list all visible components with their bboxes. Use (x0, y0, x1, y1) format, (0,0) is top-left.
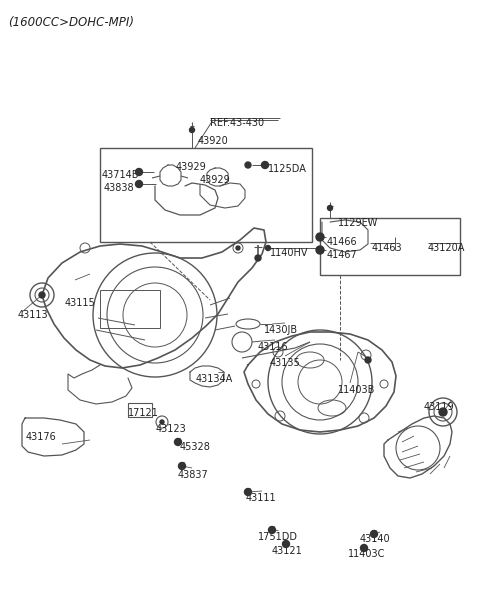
Text: 43120A: 43120A (428, 243, 466, 253)
Bar (320, 218, 460, 275)
Text: 11403C: 11403C (348, 549, 385, 559)
Circle shape (135, 180, 143, 187)
Circle shape (255, 255, 261, 261)
Text: 43111: 43111 (246, 493, 276, 503)
Circle shape (244, 488, 252, 495)
Circle shape (371, 531, 377, 538)
Text: 41467: 41467 (327, 250, 358, 260)
Circle shape (190, 127, 194, 133)
Circle shape (365, 357, 371, 363)
Circle shape (316, 233, 324, 241)
Circle shape (439, 408, 447, 416)
Text: 43176: 43176 (26, 432, 57, 442)
Text: 43838: 43838 (104, 183, 134, 193)
Text: 43116: 43116 (258, 342, 288, 352)
Bar (100, 148, 312, 242)
Text: 17121: 17121 (128, 408, 159, 418)
Bar (100, 290, 160, 328)
Circle shape (245, 162, 251, 168)
Circle shape (283, 541, 289, 548)
Text: 43140: 43140 (360, 534, 391, 544)
Text: 43929: 43929 (200, 175, 231, 185)
Text: 41466: 41466 (327, 237, 358, 247)
Circle shape (316, 246, 324, 254)
Text: 11403B: 11403B (338, 385, 375, 395)
Text: 43837: 43837 (178, 470, 209, 480)
Text: 43115: 43115 (65, 298, 96, 308)
Circle shape (160, 420, 164, 424)
Text: 43929: 43929 (176, 162, 207, 172)
Circle shape (268, 527, 276, 534)
Text: 43134A: 43134A (196, 374, 233, 384)
Circle shape (39, 292, 45, 298)
Text: 43119: 43119 (424, 402, 455, 412)
Circle shape (236, 246, 240, 250)
Text: 43123: 43123 (156, 424, 187, 434)
Text: 41463: 41463 (372, 243, 403, 253)
Text: 43920: 43920 (198, 136, 229, 146)
Text: REF.43-430: REF.43-430 (210, 118, 264, 128)
Circle shape (360, 544, 368, 551)
Text: 1430JB: 1430JB (264, 325, 298, 335)
Text: 1125DA: 1125DA (268, 164, 307, 174)
Circle shape (179, 462, 185, 469)
Text: 1140HV: 1140HV (270, 248, 309, 258)
Circle shape (262, 161, 268, 168)
Circle shape (265, 246, 271, 250)
Bar (128, 403, 152, 417)
Text: 1751DD: 1751DD (258, 532, 298, 542)
Text: (1600CC>DOHC-MPI): (1600CC>DOHC-MPI) (8, 16, 134, 29)
Circle shape (135, 168, 143, 176)
Text: 43121: 43121 (272, 546, 303, 556)
Text: 1129EW: 1129EW (338, 218, 378, 228)
Text: 43714B: 43714B (102, 170, 140, 180)
Text: 43113: 43113 (18, 310, 48, 320)
Circle shape (175, 438, 181, 445)
Circle shape (327, 206, 333, 210)
Text: 43135: 43135 (270, 358, 301, 368)
Text: 45328: 45328 (180, 442, 211, 452)
